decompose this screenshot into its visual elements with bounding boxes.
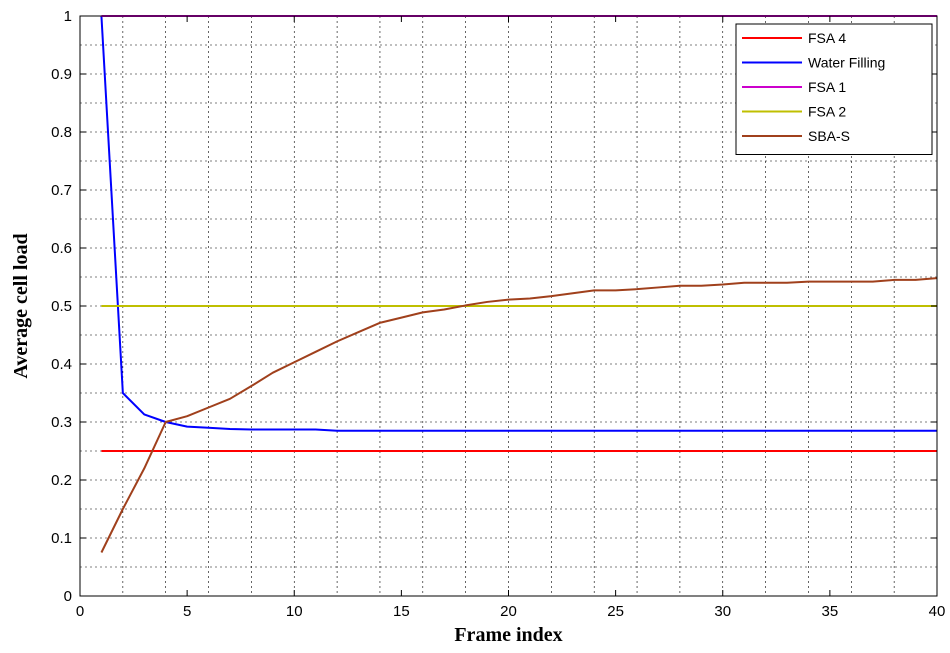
y-tick-label: 0.8 (51, 124, 72, 141)
x-tick-label: 25 (607, 603, 624, 620)
series-line-water-filling (100, 15, 937, 432)
legend-box (735, 23, 933, 155)
legend: FSA 4 Water Filling FSA 1 FSA 2 SBA-S (735, 23, 933, 155)
y-tick-label: 1 (64, 8, 72, 25)
legend-label: FSA 2 (808, 104, 846, 120)
y-tick-label: 0.9 (51, 66, 72, 83)
x-tick-label: 40 (929, 603, 946, 620)
axis-ticks (79, 15, 938, 597)
x-tick-label: 10 (286, 603, 303, 620)
x-tick-label: 0 (76, 603, 84, 620)
x-axis-title: Frame index (454, 624, 562, 646)
legend-label: SBA-S (808, 128, 850, 144)
x-tick-label: 20 (500, 603, 517, 620)
x-tick-label: 35 (822, 603, 839, 620)
series-line-sba-s (100, 277, 938, 553)
y-tick-label: 0.5 (51, 298, 72, 315)
y-tick-label: 0.3 (51, 414, 72, 431)
x-tick-label: 15 (393, 603, 410, 620)
y-tick-label: 0 (64, 588, 72, 605)
y-tick-labels: 0 0.1 0.2 0.3 0.4 0.5 0.6 0.7 0.8 0.9 1 (51, 8, 72, 605)
y-tick-label: 0.6 (51, 240, 72, 257)
x-tick-label: 5 (183, 603, 191, 620)
y-tick-label: 0.2 (51, 472, 72, 489)
x-tick-labels: 0 5 10 15 20 25 30 35 40 (76, 603, 946, 620)
y-tick-label: 0.7 (51, 182, 72, 199)
x-tick-label: 30 (714, 603, 731, 620)
legend-label: FSA 4 (808, 30, 846, 46)
y-tick-label: 0.4 (51, 356, 72, 373)
y-axis-title: Average cell load (10, 233, 32, 378)
legend-label: Water Filling (808, 55, 885, 71)
y-tick-label: 0.1 (51, 530, 72, 547)
legend-label: FSA 1 (808, 79, 846, 95)
